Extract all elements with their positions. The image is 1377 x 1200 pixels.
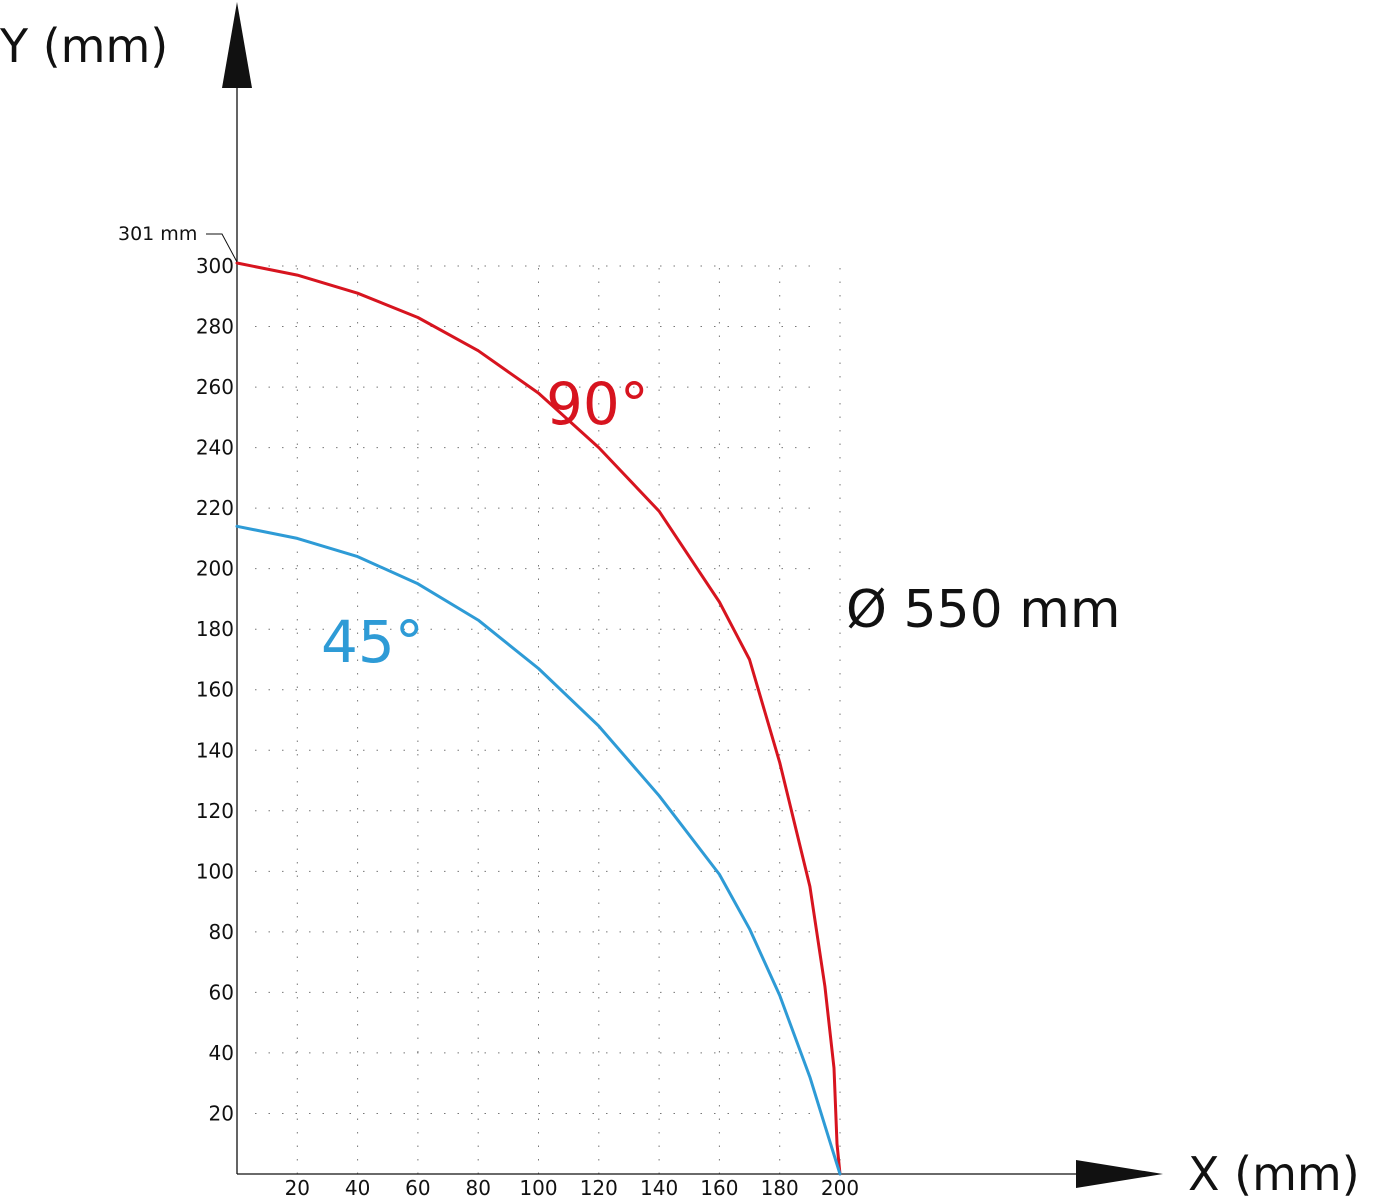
y-tick-label: 180 — [196, 617, 234, 641]
series-lines — [235, 261, 842, 1176]
y-tick-label: 60 — [209, 980, 234, 1004]
y-tick-label: 200 — [196, 557, 234, 581]
x-tick-label: 160 — [700, 1176, 738, 1200]
series-label-45: 45° — [321, 608, 424, 676]
y-tick-label: 20 — [209, 1101, 234, 1125]
y-tick-labels: 20 40 60 80 100 120 140 160 180 200 220 240 260 280 30… — [196, 254, 234, 1125]
x-tick-label: 180 — [761, 1176, 799, 1200]
callout-label: 301 mm — [118, 223, 197, 245]
y-tick-label: 260 — [196, 375, 234, 399]
x-tick-label: 200 — [821, 1176, 859, 1200]
y-tick-label: 140 — [196, 738, 234, 762]
x-axis-title: X (mm) — [1188, 1147, 1360, 1200]
y-axis-arrow-icon — [222, 2, 252, 88]
y-tick-label: 40 — [209, 1041, 234, 1065]
x-tick-label: 40 — [345, 1176, 370, 1200]
y-tick-label: 160 — [196, 678, 234, 702]
grid — [255, 265, 841, 1174]
x-tick-label: 120 — [580, 1176, 618, 1200]
diameter-note: Ø 550 mm — [846, 580, 1121, 640]
x-tick-label: 80 — [465, 1176, 490, 1200]
y-tick-label: 80 — [209, 920, 234, 944]
y-axis-title: Y (mm) — [0, 19, 168, 73]
x-tick-label: 140 — [640, 1176, 678, 1200]
x-tick-label: 20 — [285, 1176, 310, 1200]
callout-leader-line — [206, 233, 238, 263]
series-line-90 — [235, 261, 842, 1176]
x-axis-arrow-icon — [1076, 1160, 1163, 1188]
x-tick-label: 60 — [405, 1176, 430, 1200]
x-tick-labels: 20 40 60 80 100 120 140 160 180 200 — [285, 1176, 860, 1200]
y-tick-label: 120 — [196, 799, 234, 823]
y-tick-label: 280 — [196, 315, 234, 339]
series-label-90: 90° — [546, 370, 649, 438]
y-tick-label: 100 — [196, 859, 234, 883]
y-tick-label: 300 — [196, 254, 234, 278]
y-tick-label: 220 — [196, 496, 234, 520]
x-tick-label: 100 — [519, 1176, 557, 1200]
y-tick-label: 240 — [196, 436, 234, 460]
series-line-45 — [235, 524, 842, 1176]
axes — [222, 2, 1163, 1188]
